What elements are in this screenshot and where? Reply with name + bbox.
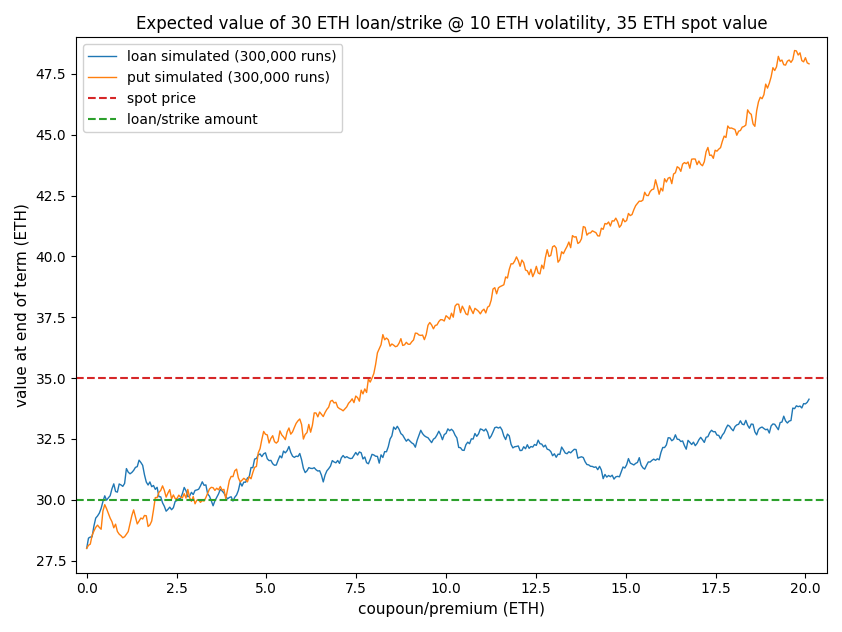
put simulated (300,000 runs): [804, 60, 814, 68]
loan/strike amount: [82, 496, 92, 504]
Y-axis label: value at end of term (ETH): value at end of term (ETH): [15, 203, 30, 407]
Line: put simulated (300,000 runs): put simulated (300,000 runs): [87, 51, 809, 549]
Title: Expected value of 30 ETH loan/strike @ 10 ETH volatility, 35 ETH spot value: Expected value of 30 ETH loan/strike @ 1…: [136, 15, 767, 33]
spot price: [118, 374, 128, 382]
loan simulated (300,000 runs): [804, 396, 814, 403]
put simulated (300,000 runs): [342, 403, 352, 411]
Line: loan simulated (300,000 runs): loan simulated (300,000 runs): [87, 399, 809, 549]
put simulated (300,000 runs): [445, 315, 455, 323]
loan simulated (300,000 runs): [542, 446, 552, 453]
loan/strike amount: [118, 496, 128, 504]
loan simulated (300,000 runs): [175, 495, 185, 502]
loan simulated (300,000 runs): [445, 427, 455, 434]
spot price: [82, 374, 92, 382]
Legend: loan simulated (300,000 runs), put simulated (300,000 runs), spot price, loan/st: loan simulated (300,000 runs), put simul…: [83, 44, 343, 132]
put simulated (300,000 runs): [542, 246, 552, 253]
put simulated (300,000 runs): [610, 214, 621, 222]
X-axis label: coupoun/premium (ETH): coupoun/premium (ETH): [358, 602, 545, 617]
loan simulated (300,000 runs): [610, 473, 621, 481]
put simulated (300,000 runs): [477, 307, 488, 315]
put simulated (300,000 runs): [175, 494, 185, 501]
loan simulated (300,000 runs): [82, 545, 92, 552]
loan simulated (300,000 runs): [477, 426, 488, 434]
put simulated (300,000 runs): [790, 47, 800, 54]
put simulated (300,000 runs): [82, 545, 92, 552]
loan simulated (300,000 runs): [342, 453, 352, 461]
